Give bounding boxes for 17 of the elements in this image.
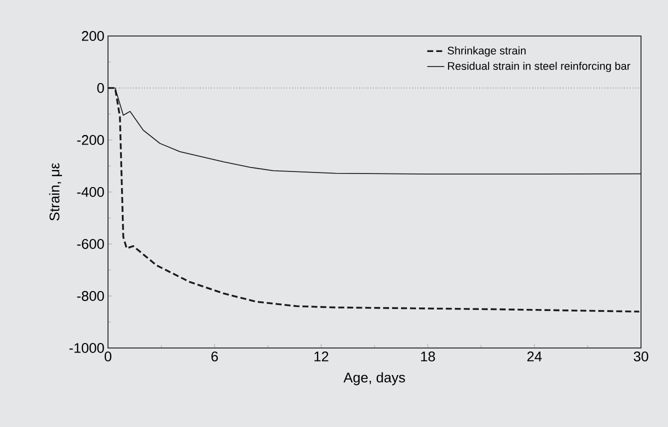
- y-tick-label: -600: [77, 239, 104, 249]
- x-tick-label: 18: [421, 352, 435, 362]
- x-tick-label: 24: [527, 352, 542, 362]
- legend-label: Residual strain in steel reinforcing bar: [448, 62, 630, 72]
- x-tick-label: 0: [104, 352, 112, 362]
- x-tick-label: 30: [634, 352, 648, 362]
- x-axis-title: Age, days: [344, 372, 405, 386]
- x-tick-label: 6: [211, 352, 218, 362]
- y-axis-title: Strain, με: [49, 163, 62, 221]
- y-tick-label: -800: [77, 291, 104, 301]
- y-tick-label: -400: [77, 187, 104, 197]
- y-tick-label: -200: [77, 135, 104, 145]
- y-tick-label: 0: [97, 83, 104, 93]
- x-tick-label: 12: [314, 352, 328, 362]
- legend-label: Shrinkage strain: [448, 46, 526, 57]
- y-tick-label: 200: [82, 31, 104, 41]
- y-tick-label: -1000: [69, 343, 104, 353]
